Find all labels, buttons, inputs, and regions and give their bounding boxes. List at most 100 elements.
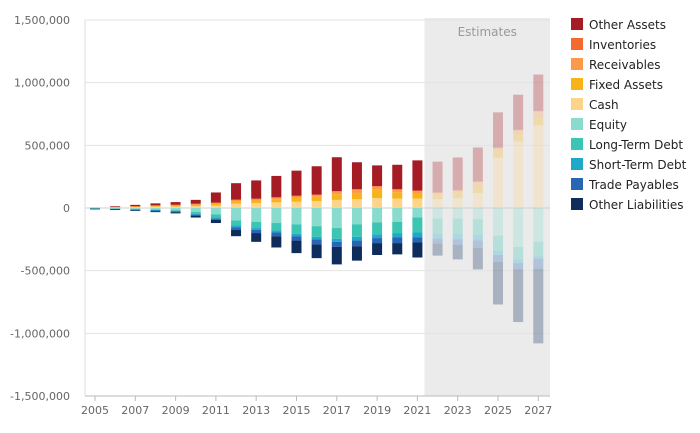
bar-segment [231, 208, 242, 221]
bar-segment [150, 209, 161, 210]
bar-segment [150, 205, 161, 206]
bar-segment [150, 209, 161, 211]
bar-segment [412, 193, 423, 199]
x-tick-label: 2023 [444, 404, 472, 417]
legend-item[interactable]: Cash [571, 98, 619, 112]
bar-segment [493, 250, 503, 255]
bar-segment [412, 237, 423, 243]
bar-segment [513, 94, 524, 130]
x-tick-label: 2007 [121, 404, 149, 417]
legend-swatch [571, 138, 583, 150]
bar-segment [271, 199, 282, 203]
bar-segment [472, 208, 483, 220]
bar-segment [472, 147, 483, 182]
bar-segment [150, 206, 161, 208]
bar-segment [452, 190, 463, 193]
bar-segment [412, 198, 423, 208]
bar-segment [291, 233, 302, 237]
bar-segment [351, 189, 362, 190]
x-tick-label: 2011 [202, 404, 230, 417]
y-tick-label: 1,500,000 [14, 14, 70, 27]
legend-swatch [571, 18, 583, 30]
bar-segment [493, 157, 503, 208]
bar-segment [170, 206, 181, 208]
y-tick-label: 500,000 [25, 139, 71, 152]
legend-swatch [571, 78, 583, 90]
bar-segment [150, 205, 161, 207]
legend-label: Inventories [589, 38, 656, 52]
bar-segment [271, 175, 282, 198]
bar-segment [452, 197, 463, 208]
bar-segment [231, 203, 242, 208]
bar-segment [231, 229, 242, 237]
x-tick-label: 2005 [81, 404, 109, 417]
bar-segment [513, 141, 524, 208]
legend-item[interactable]: Other Assets [571, 18, 666, 32]
legend-item[interactable]: Equity [571, 118, 627, 132]
bar-segment [351, 162, 362, 190]
bar-segment [110, 207, 121, 208]
legend-item[interactable]: Long-Term Debt [571, 138, 683, 152]
bar-segment [351, 224, 362, 237]
bar-segment [331, 199, 342, 208]
bar-segment [372, 197, 383, 208]
bar-segment [311, 201, 322, 208]
bar-segment [170, 204, 181, 206]
bar-segment [331, 157, 342, 192]
bar-segment [412, 190, 423, 192]
legend-item[interactable]: Short-Term Debt [571, 158, 687, 172]
bar-segment [231, 183, 242, 200]
bar-segment [130, 206, 141, 208]
legend-item[interactable]: Trade Payables [571, 178, 679, 192]
bar-segment [493, 255, 503, 262]
bar-segment [271, 197, 282, 198]
bar-segment [130, 209, 141, 210]
bar-segment [472, 181, 483, 182]
bar-segment [110, 206, 121, 208]
bar-segment [412, 217, 423, 233]
bar-segment [533, 117, 544, 126]
bar-segment [311, 236, 322, 240]
bar-segment [311, 226, 322, 237]
legend-item[interactable]: Inventories [571, 38, 656, 52]
bar-segment [190, 204, 201, 207]
bar-segment [331, 246, 342, 265]
bar-segment [291, 208, 302, 225]
bar-segment [231, 199, 242, 201]
bar-segment [472, 248, 483, 270]
x-tick-label: 2009 [162, 404, 190, 417]
bar-segment [170, 210, 181, 212]
bar-segment [493, 150, 503, 158]
legend-item[interactable]: Receivables [571, 58, 661, 72]
legend-item[interactable]: Fixed Assets [571, 78, 663, 92]
bar-segment [372, 189, 383, 198]
bar-segment [452, 157, 463, 191]
bar-segment [432, 243, 443, 256]
bar-segment [170, 212, 181, 214]
bar-segment [311, 196, 322, 202]
bar-segment [351, 199, 362, 208]
bar-segment [331, 228, 342, 239]
bar-segment [432, 161, 443, 193]
bar-segment [392, 237, 403, 244]
bar-segment [231, 220, 242, 226]
legend-label: Long-Term Debt [589, 138, 683, 152]
bar-segment [291, 196, 302, 198]
bar-segment [513, 246, 524, 260]
bar-segment [130, 209, 141, 211]
bar-segment [351, 192, 362, 200]
legend-item[interactable]: Other Liabilities [571, 198, 684, 212]
legend-swatch [571, 178, 583, 190]
bar-segment [351, 240, 362, 247]
bar-segment [170, 205, 181, 207]
x-axis: 2005 2007 2009 2011 2013 2015 2017 2019 2021 2023… [81, 395, 552, 417]
bar-segment [432, 218, 443, 234]
bar-segment [493, 208, 503, 236]
bar-segment [392, 221, 403, 234]
bar-segment [271, 202, 282, 208]
bar-segment [432, 238, 443, 244]
bar-segment [432, 194, 443, 200]
bar-segment [472, 181, 483, 186]
bar-segment [130, 210, 141, 211]
y-tick-label: -1,000,000 [10, 327, 70, 340]
